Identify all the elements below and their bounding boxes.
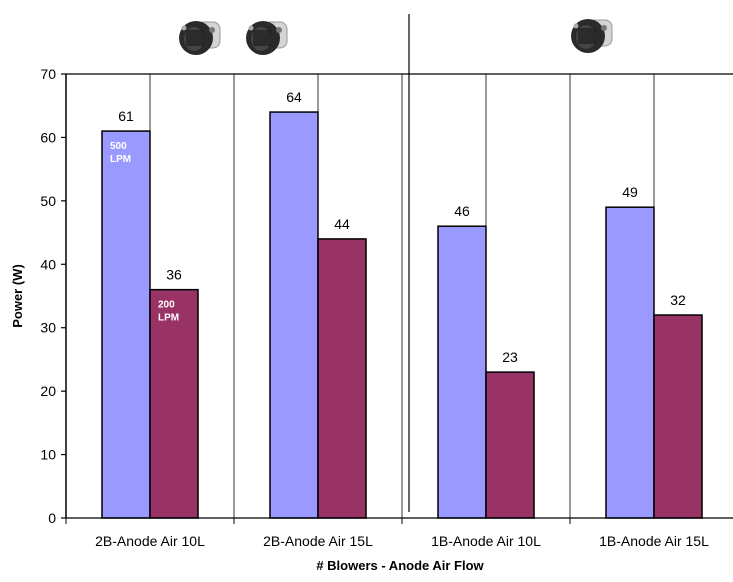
y-tick-label: 50 [40, 193, 56, 209]
y-tick-label: 40 [40, 256, 56, 272]
bar-series-1 [605, 206, 655, 519]
bar-series-2 [149, 288, 199, 519]
blower-icon [571, 19, 613, 53]
y-tick-label: 20 [40, 383, 56, 399]
blower-icon [246, 21, 288, 55]
y-tick-label: 0 [48, 510, 56, 526]
bar-series-2 [653, 314, 703, 519]
bar-value-label: 46 [454, 203, 470, 219]
y-tick-label: 10 [40, 447, 56, 463]
x-tick-label: 1B-Anode Air 15L [599, 533, 709, 549]
bar-series-1 [101, 130, 151, 519]
y-tick-label: 70 [40, 66, 56, 82]
bar-series-1 [437, 225, 487, 519]
series-label: 500 LPM [110, 141, 131, 165]
bar-value-label: 32 [670, 292, 686, 308]
bar-series-2 [485, 371, 535, 519]
bar-series-2 [317, 238, 367, 519]
blower-images [179, 19, 613, 55]
series-label: 200 LPM [158, 300, 179, 324]
bar-value-label: 64 [286, 89, 302, 105]
y-tick-label: 60 [40, 129, 56, 145]
bar-value-label: 61 [118, 108, 134, 124]
x-tick-label: 1B-Anode Air 10L [431, 533, 541, 549]
y-axis-title: Power (W) [10, 264, 25, 328]
bar-series-1 [269, 111, 319, 519]
bars [101, 111, 703, 519]
axes: 0 10 20 30 40 50 60 70 2B-Anode Air 10L 2B-Anode … [40, 66, 733, 549]
bar-value-label: 23 [502, 349, 518, 365]
y-tick-label: 30 [40, 320, 56, 336]
blower-icon [179, 21, 221, 55]
data-labels: 61 64 46 49 36 44 23 32 500 LPM 200 LPM [110, 89, 686, 365]
x-tick-label: 2B-Anode Air 15L [263, 533, 373, 549]
bar-value-label: 49 [622, 184, 638, 200]
bar-value-label: 36 [166, 267, 182, 283]
gridlines [149, 14, 655, 518]
x-axis-title: # Blowers - Anode Air Flow [316, 558, 484, 573]
x-tick-label: 2B-Anode Air 10L [95, 533, 205, 549]
bar-value-label: 44 [334, 216, 350, 232]
